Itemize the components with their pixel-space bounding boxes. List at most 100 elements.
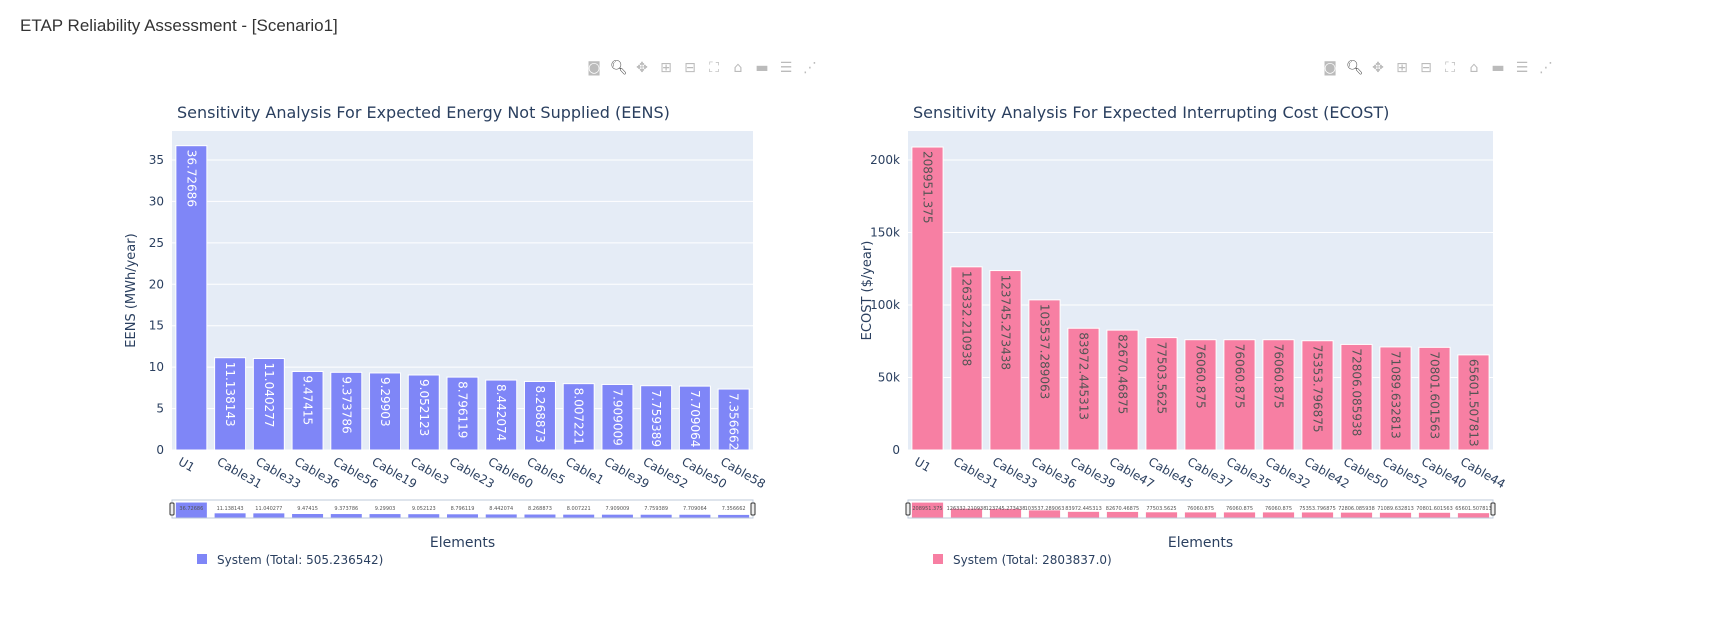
camera-icon[interactable]: ◙ — [1323, 60, 1337, 76]
bar-Cable39[interactable] — [1067, 327, 1100, 451]
bar-Cable33[interactable] — [989, 270, 1022, 451]
rangeslider-value-label: 9.29903 — [375, 506, 396, 512]
rangeslider-value-label: 8.268873 — [528, 506, 552, 512]
bar-value-label: 76060.875 — [1194, 344, 1208, 409]
bar-Cable3[interactable] — [407, 374, 440, 451]
range-slider-handle[interactable] — [905, 502, 911, 516]
zoom-out-icon[interactable]: ⊟ — [684, 60, 696, 76]
spike-lines-icon[interactable]: ⋰ — [803, 60, 817, 76]
bar-value-label: 11.138143 — [223, 362, 237, 427]
bar-Cable31[interactable] — [214, 357, 247, 451]
bar-Cable37[interactable] — [1184, 339, 1217, 451]
rangeslider-value-label: 76060.875 — [1226, 506, 1253, 512]
rangeslider-value-label: 72806.085938 — [1338, 506, 1375, 512]
chart-title: Sensitivity Analysis For Expected Interr… — [913, 103, 1389, 122]
bar-value-label: 9.373786 — [339, 376, 353, 433]
bar-value-label: 65601.507813 — [1467, 359, 1481, 447]
pan-icon[interactable]: ✥ — [636, 60, 648, 76]
rangeslider-value-label: 76060.875 — [1187, 506, 1214, 512]
bar-Cable50[interactable] — [1340, 343, 1373, 451]
bar-Cable50[interactable] — [678, 385, 711, 451]
rangeslider-value-label: 7.759389 — [644, 506, 668, 512]
bar-Cable36[interactable] — [1028, 299, 1061, 451]
spike-lines-icon[interactable]: ⋰ — [1539, 60, 1553, 76]
rangeslider-bar — [447, 514, 478, 518]
bar-Cable45[interactable] — [1145, 337, 1178, 451]
legend-item[interactable]: System (Total: 505.236542) — [217, 553, 383, 567]
hover-closest-icon[interactable]: ▬ — [755, 60, 769, 76]
bar-value-label: 103537.289063 — [1038, 304, 1052, 399]
legend-swatch[interactable] — [197, 554, 207, 564]
bar-Cable44[interactable] — [1457, 354, 1490, 451]
bar-Cable19[interactable] — [369, 372, 402, 451]
y-tick-label: 30 — [149, 194, 164, 208]
rangeslider-value-label: 7.709064 — [683, 506, 707, 512]
bar-Cable5[interactable] — [523, 380, 556, 451]
range-slider-handle[interactable] — [750, 502, 756, 516]
rangeslider-bar — [1184, 512, 1217, 518]
x-axis-label: Elements — [430, 535, 495, 551]
rangeslider-bar — [408, 514, 440, 518]
bar-value-label: 70801.601563 — [1428, 351, 1442, 439]
rangeslider-bar — [1379, 512, 1412, 518]
legend-swatch[interactable] — [933, 554, 943, 564]
bar-Cable58[interactable] — [717, 388, 750, 451]
hover-compare-icon[interactable]: ☰ — [779, 60, 793, 76]
bar-value-label: 8.268873 — [533, 385, 547, 442]
bar-Cable47[interactable] — [1106, 329, 1139, 451]
bar-Cable60[interactable] — [485, 379, 518, 451]
zoom-in-icon[interactable]: ⊞ — [1396, 60, 1408, 76]
bar-Cable36[interactable] — [291, 370, 324, 451]
zoom-icon[interactable]: 🔍︎ — [610, 60, 628, 76]
autoscale-icon[interactable]: ⛶ — [709, 60, 719, 76]
rangeslider-bar — [911, 502, 944, 518]
rangeslider-bar — [601, 514, 633, 518]
hover-closest-icon[interactable]: ▬ — [1491, 60, 1505, 76]
y-tick-label: 25 — [149, 236, 164, 250]
bar-Cable23[interactable] — [446, 376, 479, 451]
rangeslider-bar — [214, 513, 246, 518]
rangeslider-bar — [1262, 512, 1295, 518]
camera-icon[interactable]: ◙ — [587, 60, 601, 76]
bar-value-label: 9.47415 — [301, 375, 315, 425]
bar-value-label: 8.796119 — [456, 381, 470, 438]
bar-Cable40[interactable] — [1418, 346, 1451, 451]
bar-Cable56[interactable] — [330, 371, 363, 451]
zoom-icon[interactable]: 🔍︎ — [1346, 60, 1364, 76]
bar-value-label: 8.007221 — [572, 388, 586, 445]
legend-item[interactable]: System (Total: 2803837.0) — [953, 553, 1112, 567]
pan-icon[interactable]: ✥ — [1372, 60, 1384, 76]
rangeslider-bar — [1028, 510, 1061, 518]
autoscale-icon[interactable]: ⛶ — [1445, 60, 1455, 76]
zoom-in-icon[interactable]: ⊞ — [660, 60, 672, 76]
bar-Cable33[interactable] — [252, 358, 285, 451]
x-axis-label: Elements — [1168, 535, 1233, 551]
bar-value-label: 9.052123 — [417, 379, 431, 436]
bar-value-label: 72806.085938 — [1350, 348, 1364, 436]
zoom-out-icon[interactable]: ⊟ — [1420, 60, 1432, 76]
bar-Cable52[interactable] — [1379, 346, 1412, 451]
y-tick-label: 20 — [149, 277, 164, 291]
bar-Cable35[interactable] — [1223, 339, 1256, 451]
rangeslider-value-label: 82670.46875 — [1106, 506, 1139, 512]
range-slider-handle[interactable] — [1490, 502, 1496, 516]
bar-Cable52[interactable] — [640, 385, 673, 451]
bar-Cable31[interactable] — [950, 266, 983, 451]
y-tick-label: 5 — [156, 402, 164, 416]
hover-compare-icon[interactable]: ☰ — [1515, 60, 1529, 76]
reset-axes-icon[interactable]: ⌂ — [1469, 60, 1479, 76]
bar-Cable39[interactable] — [601, 383, 634, 451]
bar-Cable42[interactable] — [1301, 340, 1334, 451]
bar-Cable1[interactable] — [562, 383, 595, 451]
rangeslider-bar — [485, 514, 517, 518]
reset-axes-icon[interactable]: ⌂ — [733, 60, 743, 76]
rangeslider-value-label: 77503.5625 — [1146, 506, 1176, 512]
bar-value-label: 82670.46875 — [1116, 334, 1130, 414]
bar-Cable32[interactable] — [1262, 339, 1295, 451]
rangeslider-bar — [369, 514, 401, 518]
x-tick-label: U1 — [912, 454, 933, 474]
bar-U1[interactable] — [175, 145, 208, 451]
bar-U1[interactable] — [911, 146, 944, 451]
range-slider-handle[interactable] — [169, 502, 175, 516]
